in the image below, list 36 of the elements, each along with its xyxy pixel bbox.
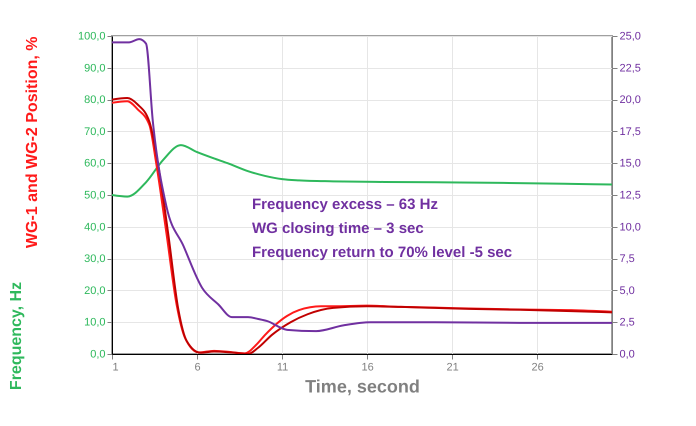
y-tick-label: 60,0 <box>84 158 106 170</box>
x-tick-label: 26 <box>532 362 544 374</box>
x-axis-title: Time, second <box>305 376 420 396</box>
y2-tick-label: 20,0 <box>620 94 641 106</box>
y2-tick-label: 15,0 <box>620 158 641 170</box>
y-tick-label: 0,0 <box>90 348 106 360</box>
y2-tick-label: 2,5 <box>620 316 635 329</box>
x-tick-label: 11 <box>276 362 288 374</box>
y2-tick-label: 17,5 <box>620 126 641 138</box>
annotation: Frequency excess – 63 Hz <box>252 196 438 213</box>
y-tick-label: 10,0 <box>84 316 106 329</box>
x-tick-label: 1 <box>112 362 119 374</box>
line-series <box>112 38 612 332</box>
y-tick-label: 40,0 <box>84 221 106 234</box>
y-tick-label: 80,0 <box>84 94 106 106</box>
y-axis-title: WG-1 and WG-2 Position, % <box>24 36 41 248</box>
line-series <box>112 144 612 198</box>
x-tick-label: 6 <box>194 362 201 374</box>
y2-tick-label: 12,5 <box>620 190 641 202</box>
y2-tick-label: 25,0 <box>620 30 641 42</box>
y2-tick-label: 7,5 <box>620 253 635 266</box>
y-tick-label: 90,0 <box>84 62 106 74</box>
y2-tick-label: 0,0 <box>620 348 635 360</box>
x-tick-label: 21 <box>446 362 459 374</box>
y-tick-label: 70,0 <box>84 126 106 138</box>
y2-tick-label: 10,0 <box>620 221 641 234</box>
y-tick-label: 100,0 <box>78 30 106 42</box>
y2-tick-label: 22,5 <box>620 62 641 74</box>
y-tick-label: 20,0 <box>84 284 106 297</box>
text: Frequency, Hz <box>8 282 25 390</box>
y-tick-label: 30,0 <box>84 253 106 266</box>
y-tick-label: 50,0 <box>84 190 106 202</box>
y2-tick-label: 5,0 <box>620 284 635 297</box>
annotation: WG closing time – 3 sec <box>252 220 424 237</box>
annotation: Frequency return to 70% level -5 sec <box>252 244 512 261</box>
x-tick-label: 16 <box>361 362 374 374</box>
